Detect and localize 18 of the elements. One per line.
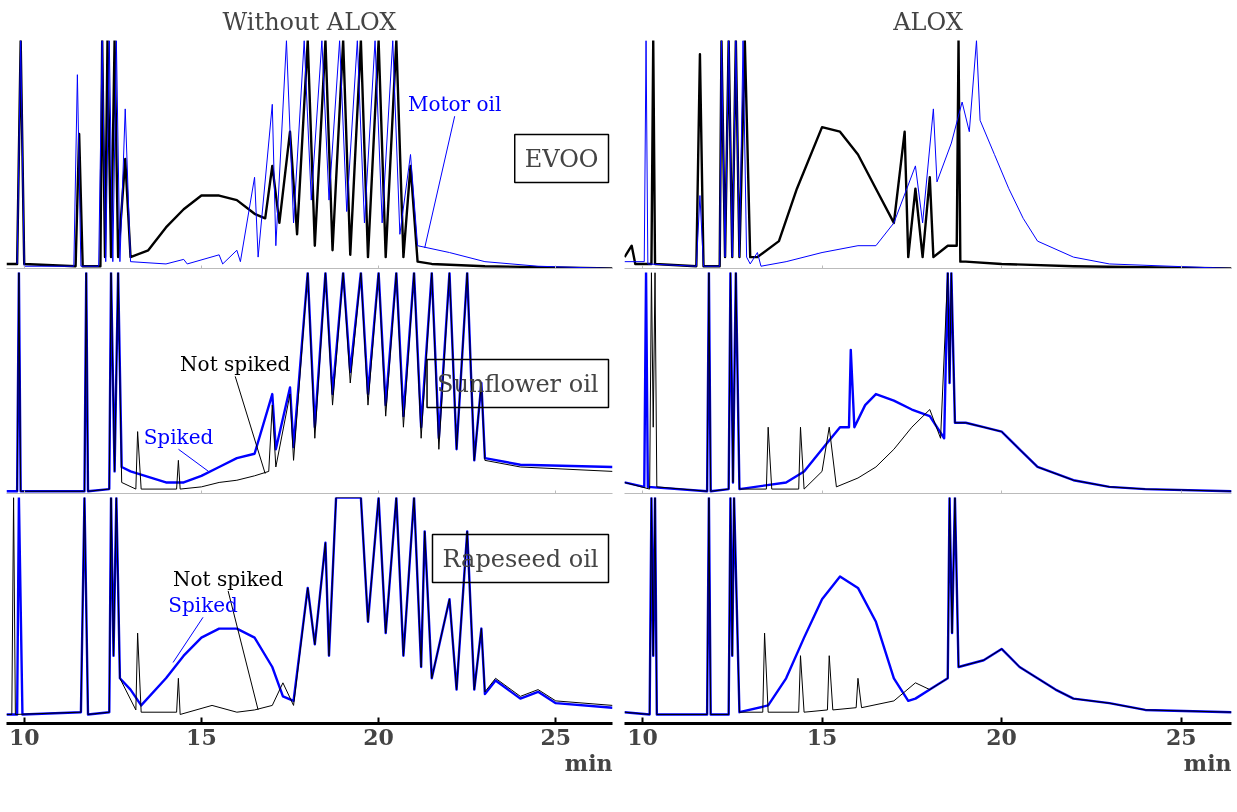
annotation: Spiked xyxy=(168,593,239,618)
x-axis-title: min xyxy=(564,749,613,776)
annotation: Not spiked xyxy=(173,566,284,591)
x-tick-label: 10 xyxy=(627,723,658,750)
x-tick-label: 20 xyxy=(986,723,1017,750)
annotation: EVOO xyxy=(524,144,599,173)
annotation: Motor oil xyxy=(408,92,502,117)
annotation: Spiked xyxy=(143,425,214,450)
x-tick-label: 15 xyxy=(186,723,217,750)
annotation: Not spiked xyxy=(180,352,291,377)
x-tick-label: 25 xyxy=(1165,723,1197,750)
x-tick-label: 25 xyxy=(540,723,572,750)
x-tick-label: 15 xyxy=(806,723,838,750)
x-tick-label: 20 xyxy=(363,723,394,750)
chart-title: ALOX xyxy=(892,7,963,36)
x-axis-title: min xyxy=(1183,749,1232,776)
x-tick-label: 10 xyxy=(8,723,40,750)
chart-title: Without ALOX xyxy=(222,7,397,36)
